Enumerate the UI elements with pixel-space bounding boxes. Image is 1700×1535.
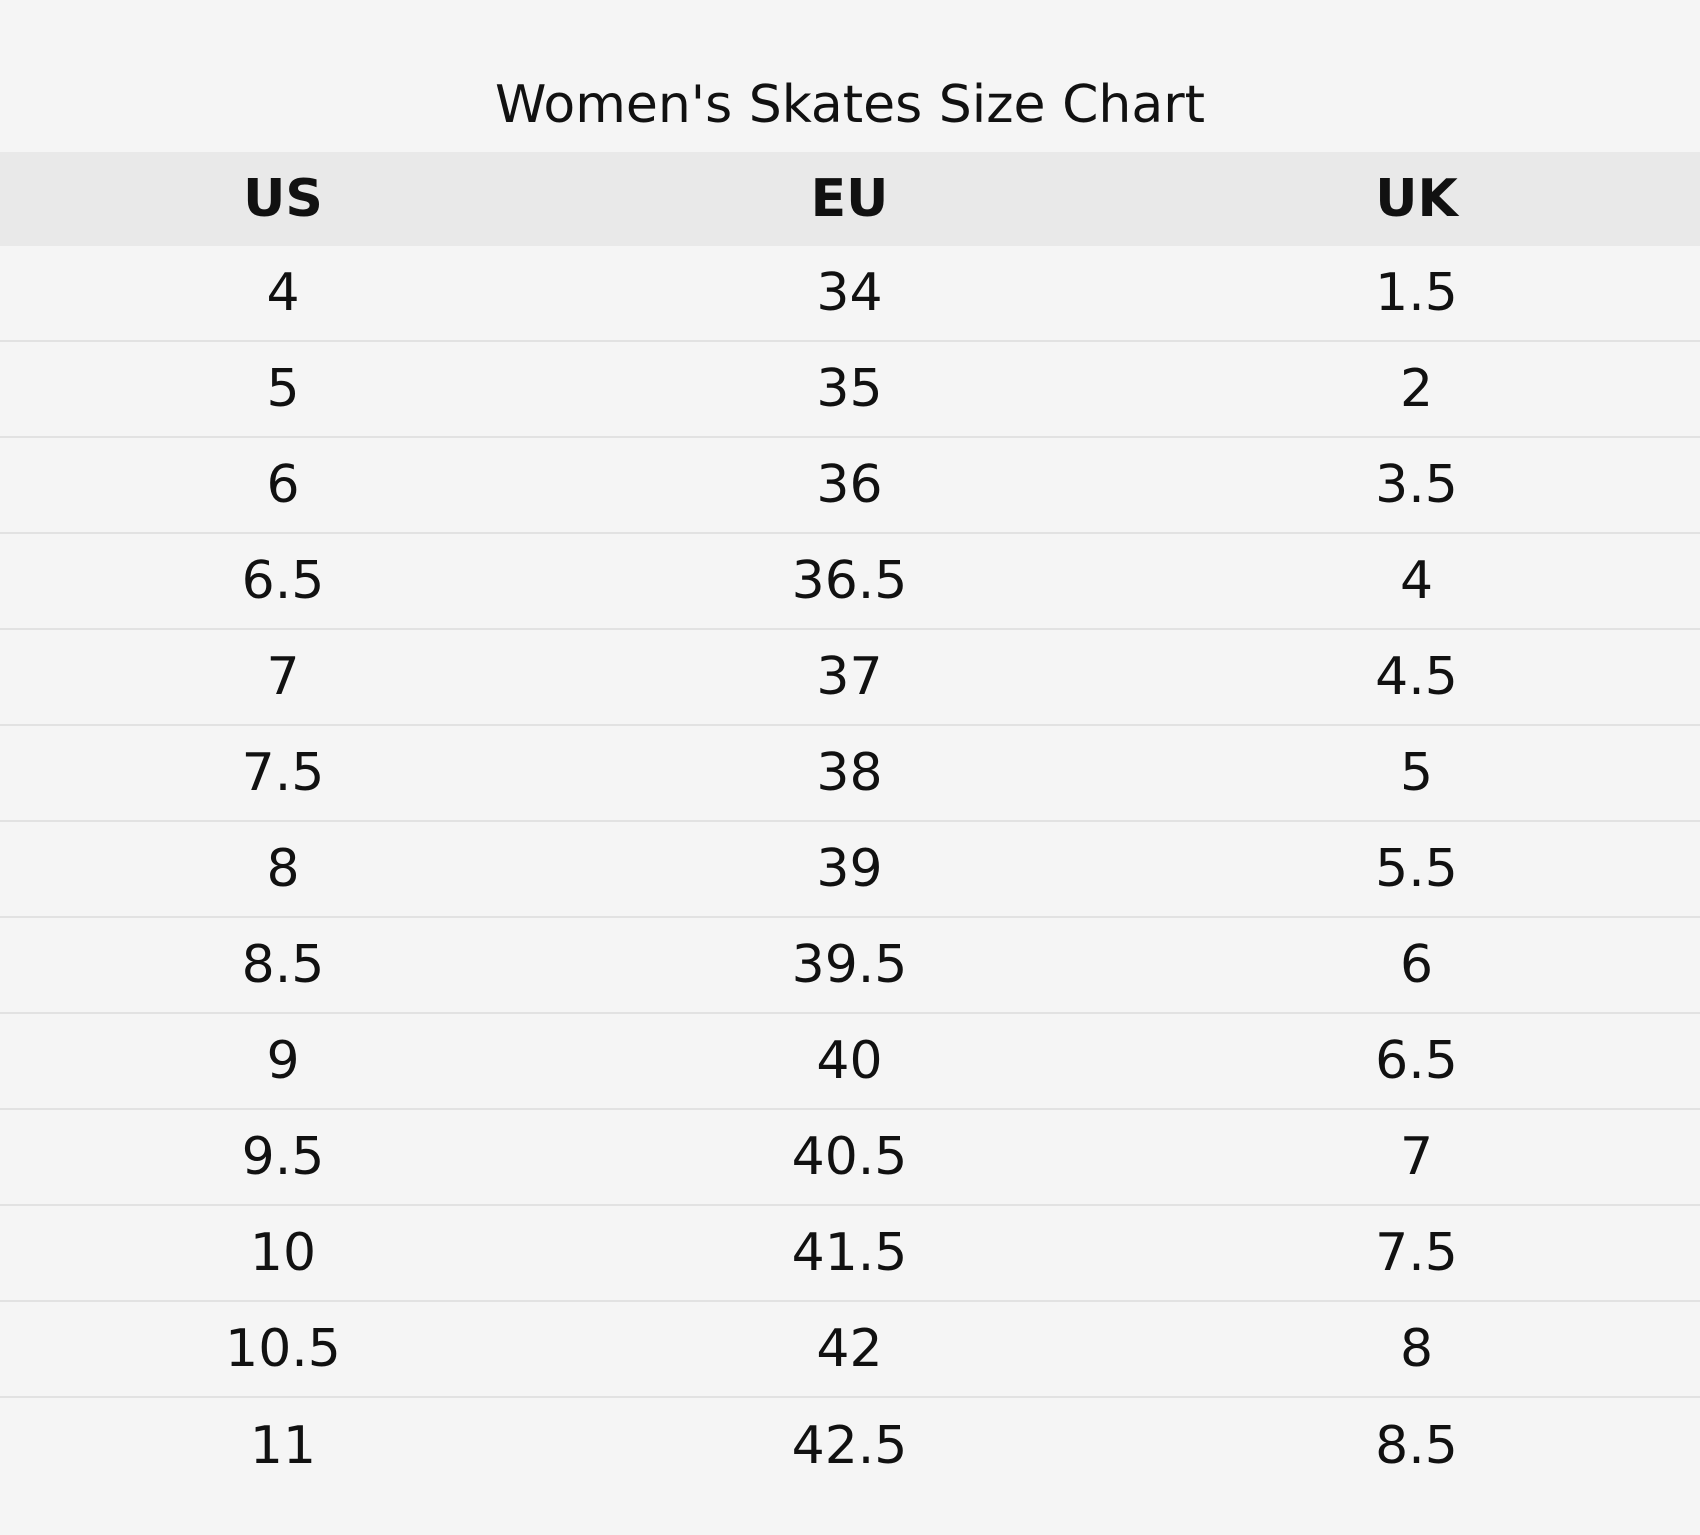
table-cell: 10.5 — [225, 1319, 341, 1379]
table-cell: 6 — [1399, 935, 1434, 995]
table-cell: 6.5 — [1375, 1031, 1458, 1091]
table-row: 9 40 6.5 — [0, 1014, 1700, 1110]
table-cell: 34 — [816, 263, 883, 323]
table-row: 7 37 4.5 — [0, 630, 1700, 726]
table-row: 8 39 5.5 — [0, 822, 1700, 918]
table-cell: 38 — [816, 743, 883, 803]
table-cell: 39 — [816, 839, 883, 899]
table-row: 10 41.5 7.5 — [0, 1206, 1700, 1302]
table-cell: 5 — [266, 359, 300, 419]
table-cell: 3.5 — [1375, 455, 1458, 515]
table-cell: 7.5 — [241, 743, 325, 803]
table-cell: 40.5 — [791, 1127, 908, 1187]
table-cell: 36.5 — [791, 551, 908, 611]
title: Women's Skates Size Chart — [495, 75, 1205, 135]
table-cell: 1.5 — [1375, 263, 1458, 323]
table-row: 8.5 39.5 6 — [0, 918, 1700, 1014]
table-cell: 42.5 — [791, 1416, 908, 1476]
table-cell: 5 — [1399, 743, 1434, 803]
table-cell: 10 — [249, 1223, 317, 1283]
table-cell: 40 — [816, 1031, 883, 1091]
table-cell: 5.5 — [1375, 839, 1458, 899]
table-cell: 36 — [816, 455, 883, 515]
table-cell: 8.5 — [241, 935, 325, 995]
table-cell: 4 — [1399, 551, 1434, 611]
table-cell: 4 — [266, 263, 300, 323]
header-row: US EU UK — [0, 152, 1700, 246]
header-cell: UK — [1375, 169, 1458, 229]
table-cell: 9 — [266, 1031, 300, 1091]
table-cell: 8 — [266, 839, 300, 899]
table-cell: 41.5 — [791, 1223, 908, 1283]
table-cell: 4.5 — [1375, 647, 1458, 707]
table-cell: 39.5 — [791, 935, 908, 995]
table-row: 10.5 42 8 — [0, 1302, 1700, 1398]
table-cell: 37 — [816, 647, 883, 707]
table-row: 6 36 3.5 — [0, 438, 1700, 534]
table-row: 6.5 36.5 4 — [0, 534, 1700, 630]
table-row: 7.5 38 5 — [0, 726, 1700, 822]
table-cell: 7 — [266, 647, 300, 707]
table-cell: 2 — [1399, 359, 1434, 419]
table-cell: 11 — [249, 1416, 317, 1476]
table-cell: 9.5 — [241, 1127, 325, 1187]
size-table: US EU UK 4 34 1.5 5 35 2 6 36 3.5 6.5 36.5 4 7 37 4.5 7.5 3… — [0, 152, 1700, 1494]
table-row: 4 34 1.5 — [0, 246, 1700, 342]
table-row: 9.5 40.5 7 — [0, 1110, 1700, 1206]
table-row: 5 35 2 — [0, 342, 1700, 438]
header-cell: EU — [810, 169, 889, 229]
table-cell: 8 — [1399, 1319, 1434, 1379]
table-cell: 6.5 — [241, 551, 325, 611]
table-cell: 35 — [816, 359, 883, 419]
table-cell: 8.5 — [1375, 1416, 1458, 1476]
table-cell: 42 — [816, 1319, 883, 1379]
table-cell: 7 — [1399, 1127, 1434, 1187]
table-cell: 7.5 — [1375, 1223, 1458, 1283]
table-row: 11 42.5 8.5 — [0, 1398, 1700, 1494]
table-cell: 6 — [266, 455, 300, 515]
header-cell: US — [243, 169, 323, 229]
